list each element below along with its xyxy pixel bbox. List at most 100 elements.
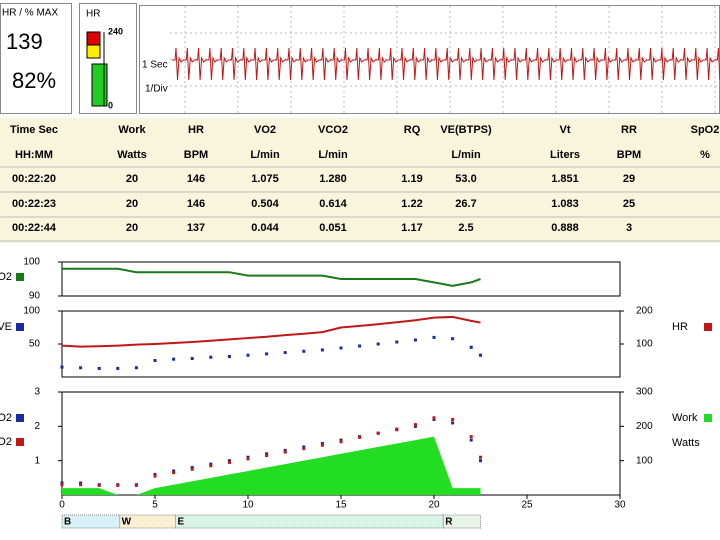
table-cell: 1.851 xyxy=(551,173,579,185)
hr-gauge-label: HR xyxy=(86,9,100,20)
legend-label: VE xyxy=(0,321,12,333)
data-point xyxy=(376,431,380,435)
column-header: VO2 xyxy=(254,124,276,136)
data-point xyxy=(395,427,399,431)
ecg-trace xyxy=(172,47,720,81)
phase-label: W xyxy=(122,517,132,528)
hr-panel-label: HR / % MAX xyxy=(2,8,58,19)
legend-label: VO2 xyxy=(0,412,12,424)
data-point xyxy=(97,483,101,487)
data-point xyxy=(246,457,250,461)
data-point xyxy=(451,417,455,421)
table-cell: 0.044 xyxy=(251,222,279,234)
legend-swatch xyxy=(704,323,712,331)
column-unit: L/min xyxy=(451,149,481,161)
data-point xyxy=(302,445,306,449)
data-point xyxy=(209,462,213,466)
data-point xyxy=(432,335,436,339)
data-point xyxy=(227,459,231,463)
data-point xyxy=(432,416,436,420)
data-point xyxy=(153,474,157,478)
data-point xyxy=(413,424,417,428)
legend-label: VCO2 xyxy=(0,436,12,448)
y-tick-label: 3 xyxy=(34,387,40,398)
column-header: Time Sec xyxy=(10,124,58,136)
data-point xyxy=(413,423,417,427)
data-point xyxy=(172,471,176,475)
data-point xyxy=(432,417,436,421)
phase-label: E xyxy=(177,517,184,528)
data-point xyxy=(413,338,417,342)
column-header: SpO2 xyxy=(691,124,720,136)
data-point xyxy=(451,421,455,425)
series-line xyxy=(61,315,481,348)
data-point xyxy=(479,353,482,357)
data-point xyxy=(116,483,120,487)
y-tick-label: 2 xyxy=(34,421,40,432)
legend-swatch xyxy=(704,414,712,422)
column-header: RR xyxy=(621,124,637,136)
table-cell: 20 xyxy=(126,222,138,234)
table-cell: 1.22 xyxy=(401,198,422,210)
gauge-yellow xyxy=(86,44,101,59)
x-tick-label: 30 xyxy=(614,500,626,511)
data-point xyxy=(265,352,269,356)
table-cell: 137 xyxy=(187,222,205,234)
data-point xyxy=(246,455,250,459)
data-point xyxy=(172,469,176,473)
data-point xyxy=(320,443,324,447)
x-tick-label: 20 xyxy=(428,500,440,511)
data-point xyxy=(97,366,101,370)
column-unit: BPM xyxy=(617,149,641,161)
x-tick-label: 25 xyxy=(521,500,533,511)
data-point xyxy=(227,355,231,359)
table-cell: 1.280 xyxy=(319,173,347,185)
table-cell: 00:22:20 xyxy=(12,173,56,185)
gauge-max: 240 xyxy=(108,26,123,36)
table-cell: 1.083 xyxy=(551,198,579,210)
table-cell: 146 xyxy=(187,198,205,210)
data-point xyxy=(358,435,362,439)
legend-label: SpO2 xyxy=(0,271,12,283)
data-point xyxy=(79,483,83,487)
column-header: VE(BTPS) xyxy=(440,124,492,136)
y2-tick-label: 100 xyxy=(636,339,653,350)
column-header: HR xyxy=(188,124,204,136)
y-tick-label: 1 xyxy=(34,455,40,466)
table-cell: 0.888 xyxy=(551,222,579,234)
legend-label: Work xyxy=(672,412,698,424)
column-unit: L/min xyxy=(318,149,348,161)
data-point xyxy=(339,438,343,442)
data-point xyxy=(302,349,306,353)
phase-label: R xyxy=(445,517,453,528)
legend-swatch xyxy=(16,438,24,446)
data-point xyxy=(479,455,482,459)
data-point xyxy=(190,467,194,471)
table-cell: 0.051 xyxy=(319,222,347,234)
table-cell: 1.19 xyxy=(401,173,422,185)
data-point xyxy=(479,459,482,463)
phase-segment xyxy=(442,514,481,529)
data-point xyxy=(153,472,157,476)
data-point xyxy=(134,366,138,370)
gauge-bar xyxy=(91,63,108,107)
work-area xyxy=(62,436,481,495)
y-tick-label: 100 xyxy=(23,306,40,317)
plot-frame xyxy=(61,261,621,297)
y2-tick-label: 200 xyxy=(636,421,653,432)
hr-value: 139 xyxy=(6,29,43,54)
data-point xyxy=(302,447,306,451)
column-header: RQ xyxy=(404,124,421,136)
column-unit: % xyxy=(700,149,710,161)
table-cell: 29 xyxy=(623,173,635,185)
x-tick-label: 0 xyxy=(59,500,65,511)
data-point xyxy=(60,365,64,369)
phase-label: B xyxy=(64,517,71,528)
table-cell: 00:22:44 xyxy=(12,222,57,234)
data-point xyxy=(265,454,269,458)
data-point xyxy=(190,466,194,470)
table-cell: 3 xyxy=(626,222,632,234)
data-point xyxy=(246,353,250,357)
data-point xyxy=(339,346,343,350)
